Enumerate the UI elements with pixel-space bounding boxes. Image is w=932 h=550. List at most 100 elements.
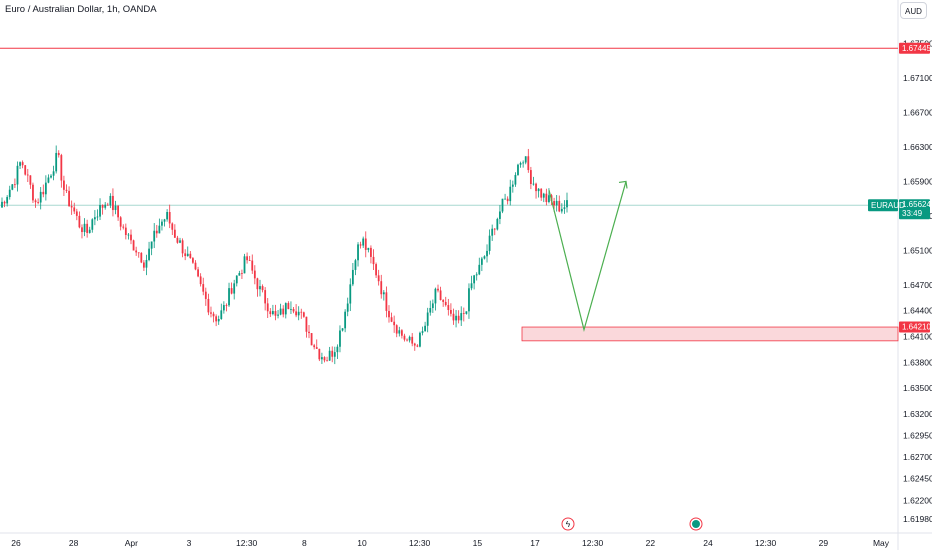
candle-body	[344, 311, 347, 329]
support-zone[interactable]	[521, 326, 899, 342]
projection-arrow[interactable]	[548, 180, 628, 332]
candle-body	[416, 345, 419, 347]
price-tick-label: 1.63500	[903, 383, 932, 393]
candle-body	[212, 313, 215, 317]
candle-body	[429, 308, 432, 313]
price-tick-label: 1.66300	[903, 142, 932, 152]
candle-body	[555, 200, 558, 206]
candle-body	[362, 238, 365, 246]
candle-body	[455, 315, 457, 321]
price-tick-label: 1.63800	[903, 357, 932, 367]
candle-body	[171, 223, 174, 230]
candle-body	[1, 201, 3, 208]
candle-body	[460, 313, 463, 321]
price-tick-label: 1.66700	[903, 107, 932, 117]
candle-body	[150, 241, 153, 249]
candle-body	[63, 180, 65, 190]
time-tick-label: 28	[69, 538, 79, 548]
candle-body	[26, 174, 29, 176]
candle-body	[32, 184, 34, 201]
chart-title: Euro / Australian Dollar, 1h, OANDA	[5, 4, 157, 15]
candle-body	[333, 352, 336, 357]
candle-body	[6, 197, 9, 204]
time-tick-label: May	[873, 538, 890, 548]
time-tick-label: 10	[357, 538, 367, 548]
event-marker-lightning-icon[interactable]	[561, 517, 575, 531]
last-price-tag-text: 1.65624	[902, 200, 931, 209]
candle-body	[57, 152, 60, 156]
candle-body	[210, 312, 212, 314]
symbol-tag-bg	[868, 199, 898, 212]
candle-body	[514, 174, 517, 185]
candle-body	[29, 175, 32, 185]
candle-body	[96, 216, 99, 218]
candle-body	[114, 205, 117, 211]
symbol-tag-text: EURAUD	[871, 201, 905, 210]
candle-body	[248, 260, 251, 262]
projection-path	[548, 181, 627, 332]
candle-body	[403, 335, 406, 340]
candle-body	[465, 311, 468, 314]
time-tick-label: 8	[302, 538, 307, 548]
candle-body	[261, 286, 264, 291]
candle-body	[277, 314, 279, 316]
candle-body	[349, 284, 352, 304]
candle-body	[39, 191, 42, 203]
candle-body	[135, 250, 138, 253]
candle-body	[13, 184, 16, 186]
candle-body	[457, 315, 460, 321]
candle-body	[241, 273, 243, 274]
candle-body	[308, 331, 310, 334]
time-tick-label: 26	[11, 538, 21, 548]
candle-body	[173, 229, 176, 238]
candle-body	[297, 311, 300, 316]
support-zone-rect	[521, 326, 899, 342]
candle-body	[450, 310, 452, 314]
candle-body	[222, 305, 225, 311]
candle-body	[8, 189, 11, 198]
candle-body	[302, 312, 305, 317]
resistance-price-tag-text: 1.67445	[902, 44, 931, 53]
candle-body	[529, 170, 532, 184]
candle-body	[419, 332, 421, 347]
candle-body	[341, 328, 344, 331]
candle-body	[336, 346, 339, 353]
candle-body	[264, 290, 267, 304]
currency-selector[interactable]: AUD	[900, 2, 927, 19]
candle-body	[310, 333, 313, 346]
candles	[1, 145, 568, 365]
candle-body	[491, 228, 494, 236]
candle-body	[501, 198, 504, 212]
candle-body	[122, 226, 125, 228]
candle-body	[478, 264, 481, 275]
candle-body	[192, 258, 194, 263]
candle-body	[393, 321, 396, 326]
candle-body	[532, 183, 535, 185]
candle-body	[398, 330, 401, 334]
time-tick-label: 12:30	[409, 538, 431, 548]
candle-body	[181, 240, 184, 254]
last-price-tag-bg	[899, 199, 930, 220]
candle-body	[194, 262, 197, 270]
candle-body	[124, 227, 127, 235]
price-tick-label: 1.62950	[903, 431, 932, 441]
candle-body	[55, 152, 58, 172]
candle-body	[351, 269, 354, 285]
candle-body	[519, 163, 522, 165]
candle-body	[279, 308, 282, 315]
candle-body	[60, 155, 63, 181]
candle-body	[230, 288, 233, 294]
candle-body	[426, 312, 429, 326]
event-markers[interactable]: ϟ	[561, 517, 703, 531]
candle-body	[145, 259, 148, 268]
candle-body	[354, 260, 357, 270]
candle-body	[542, 193, 545, 198]
candle-body	[473, 275, 476, 284]
candle-body	[295, 311, 298, 316]
candle-body	[566, 200, 568, 208]
candle-body	[83, 223, 86, 233]
candle-body	[437, 288, 439, 291]
candle-body	[78, 215, 81, 228]
candle-body	[509, 186, 512, 202]
